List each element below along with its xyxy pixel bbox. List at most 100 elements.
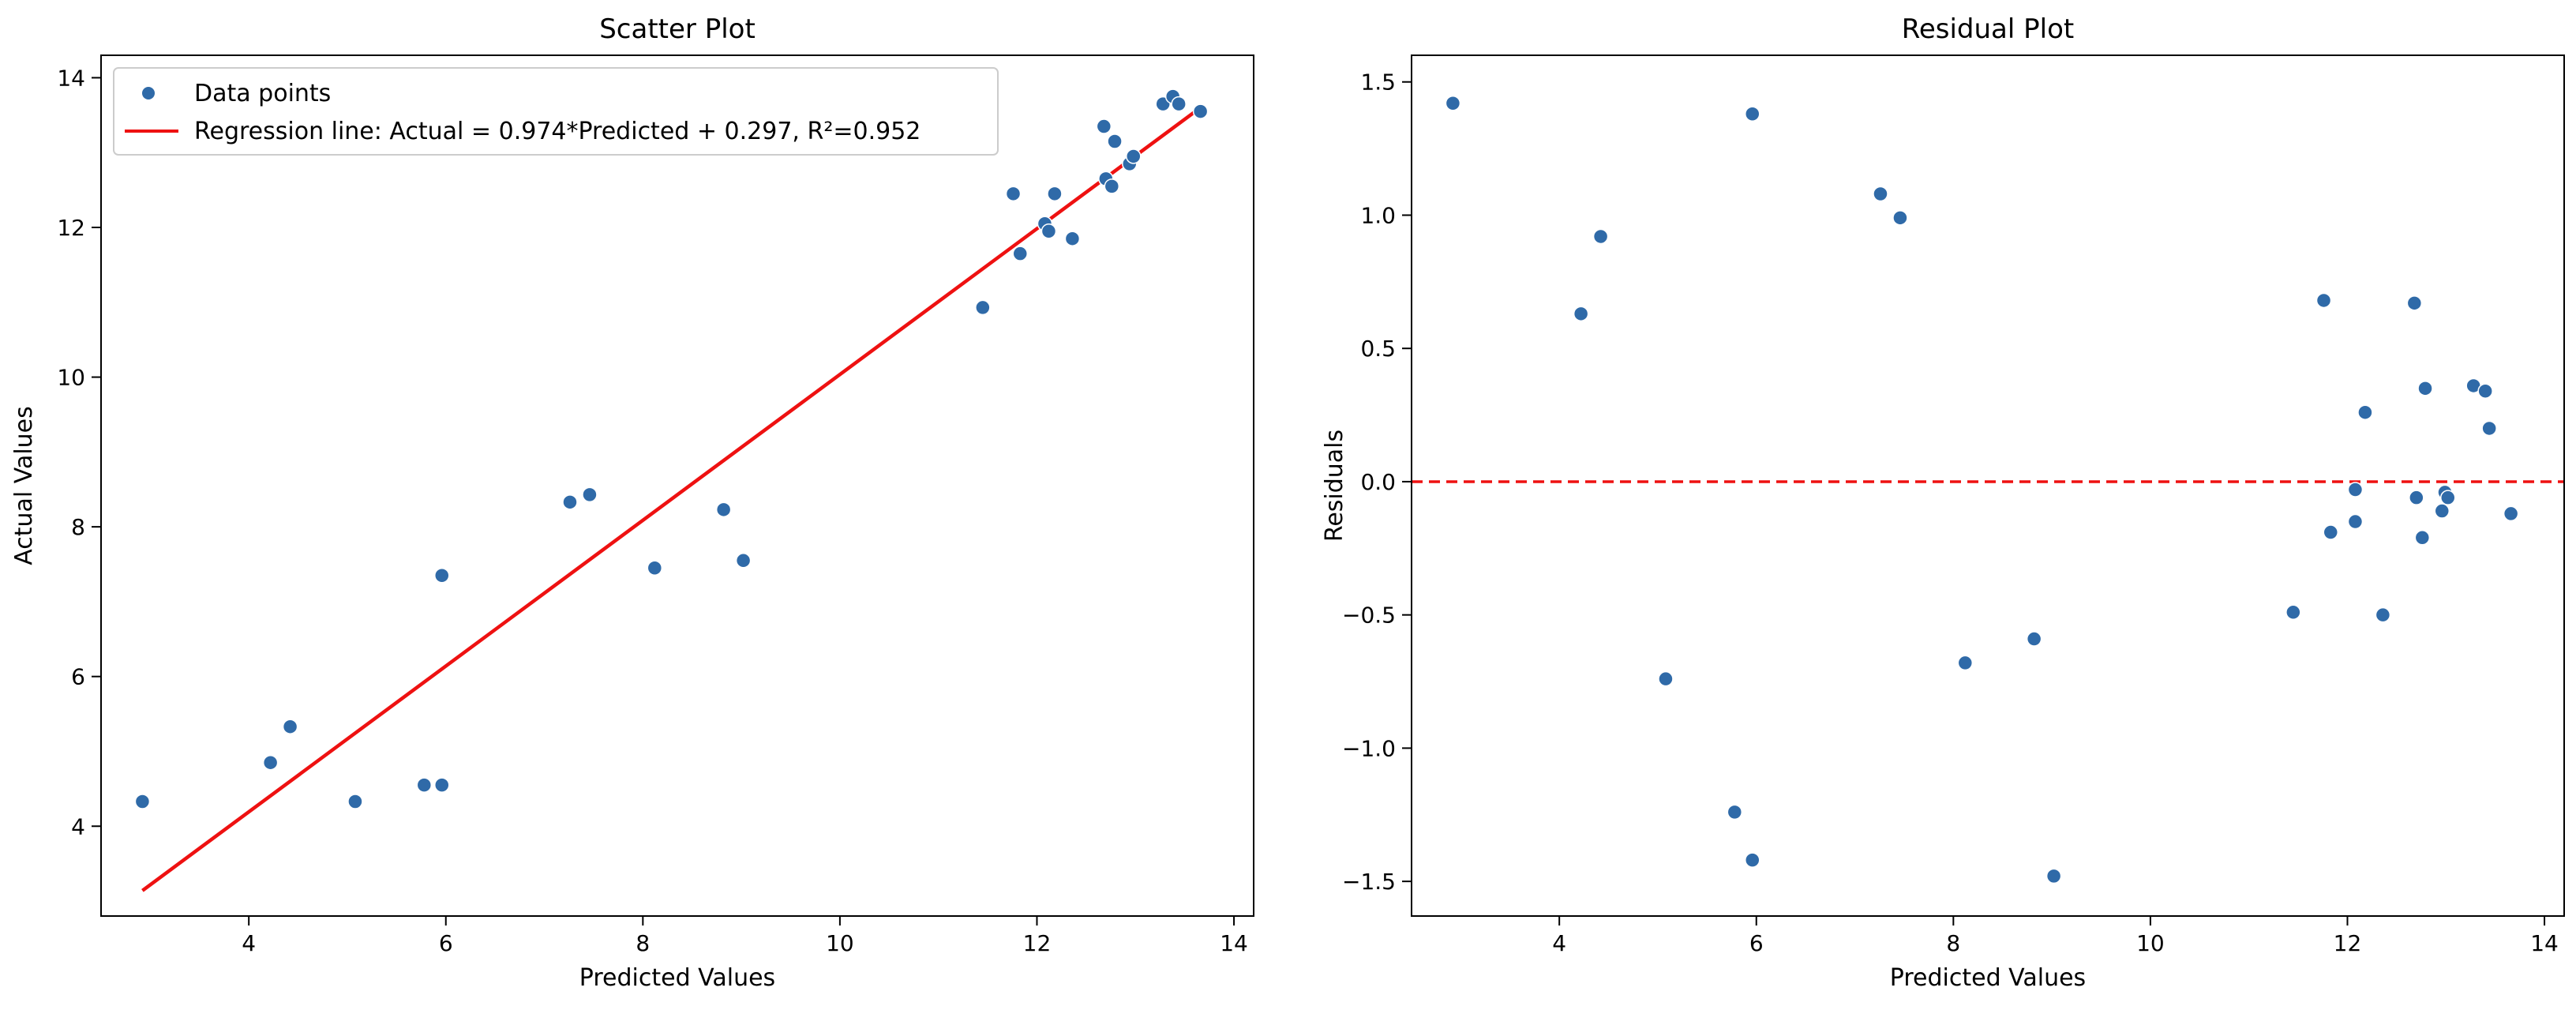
y-tick-label: 10: [57, 365, 85, 391]
data-point: [2357, 404, 2373, 420]
x-tick-label: 10: [826, 930, 854, 956]
y-tick-label: 0.0: [1360, 469, 1396, 495]
y-tick-label: −0.5: [1342, 603, 1396, 629]
y-axis-label: Residuals: [1321, 430, 1348, 542]
data-point: [1957, 655, 1974, 671]
data-point: [1096, 118, 1112, 134]
data-point: [2026, 631, 2042, 647]
y-tick-label: 1.5: [1360, 69, 1396, 96]
y-tick-label: 1.0: [1360, 202, 1396, 228]
chart-title: Scatter Plot: [599, 13, 756, 45]
scatter-plot-panel: Scatter Plot 4 6 8 10 12 14 4 6 8 10 12 14 Predict…: [10, 13, 1254, 992]
data-point: [1171, 96, 1187, 112]
y-tick-label: 14: [57, 65, 85, 91]
data-point: [2414, 530, 2431, 546]
data-point: [1445, 95, 1461, 111]
data-point: [2503, 505, 2519, 522]
x-tick-label: 12: [2334, 930, 2362, 956]
plot-area: [1412, 95, 2564, 884]
x-tick-label: 8: [1946, 930, 1960, 956]
data-point: [1041, 223, 1057, 239]
residual-plot-panel: Residual Plot 4 6 8 10 12 14 −1.5 −1.0 −0.5 0.0 0…: [1321, 13, 2565, 992]
legend: Data points Regression line: Actual = 0.…: [113, 67, 999, 156]
data-point: [735, 553, 752, 569]
data-point: [2315, 292, 2332, 309]
data-point: [2409, 490, 2424, 505]
x-tick-label: 10: [2136, 930, 2165, 956]
x-axis: 4 6 8 10 12 14: [242, 916, 1248, 956]
data-point: [562, 494, 578, 510]
y-tick-label: −1.5: [1342, 869, 1396, 895]
data-point: [1005, 186, 1022, 202]
x-tick-label: 4: [242, 930, 256, 956]
y-tick-label: 4: [71, 813, 85, 839]
data-point: [2347, 513, 2364, 530]
data-point: [2477, 383, 2493, 399]
legend-marker-data-points: [142, 87, 155, 99]
x-tick-label: 4: [1552, 930, 1566, 956]
data-point: [1727, 804, 1743, 820]
data-point: [2375, 606, 2391, 623]
data-point: [582, 486, 598, 503]
data-point: [2347, 482, 2364, 497]
data-point: [1592, 228, 1609, 245]
data-point: [434, 777, 450, 793]
y-tick-label: −1.0: [1342, 735, 1396, 761]
y-axis: 4 6 8 10 12 14: [57, 65, 101, 839]
data-point: [134, 794, 151, 809]
data-point: [262, 754, 279, 771]
data-point: [975, 299, 991, 316]
y-axis: −1.5 −1.0 −0.5 0.0 0.5 1.0 1.5: [1342, 69, 1412, 895]
data-point: [1745, 852, 1760, 868]
axes-frame: [100, 54, 1254, 917]
data-point: [1658, 670, 1674, 687]
y-tick-label: 12: [57, 215, 85, 241]
data-point: [1745, 106, 1760, 122]
data-point: [2406, 295, 2423, 311]
x-tick-label: 14: [2530, 930, 2559, 956]
x-tick-label: 6: [439, 930, 453, 956]
data-point: [347, 794, 363, 809]
data-point: [1104, 178, 1120, 194]
plot-area: [134, 88, 1209, 892]
data-point: [2417, 381, 2433, 396]
regression-line: [141, 106, 1202, 892]
chart-title: Residual Plot: [1902, 13, 2074, 45]
x-tick-label: 8: [636, 930, 650, 956]
data-point: [647, 560, 663, 576]
data-point: [715, 501, 732, 518]
x-tick-label: 6: [1749, 930, 1764, 956]
data-point: [2285, 604, 2301, 621]
data-point: [1126, 148, 1142, 164]
data-point: [1064, 231, 1081, 246]
data-point: [282, 719, 298, 734]
x-axis-label: Predicted Values: [1890, 964, 2086, 992]
x-tick-label: 14: [1220, 930, 1248, 956]
data-point: [1892, 210, 1908, 226]
data-point: [1573, 306, 1589, 322]
x-axis-label: Predicted Values: [579, 964, 775, 992]
legend-box: [113, 67, 999, 156]
x-tick-label: 12: [1023, 930, 1052, 956]
axes-frame: [1411, 54, 2565, 917]
y-axis-label: Actual Values: [10, 406, 38, 565]
y-tick-label: 8: [71, 514, 85, 540]
data-point: [2481, 420, 2497, 437]
data-point: [2434, 503, 2450, 519]
data-point: [2323, 524, 2339, 540]
y-tick-label: 6: [71, 664, 85, 690]
legend-entry-regression-line: Regression line: Actual = 0.974*Predicte…: [194, 118, 921, 145]
data-point: [1047, 186, 1063, 202]
y-tick-label: 0.5: [1360, 336, 1396, 362]
data-point: [1873, 186, 1888, 202]
data-point: [1107, 133, 1123, 149]
legend-entry-data-points: Data points: [194, 80, 331, 107]
data-point: [2440, 490, 2456, 505]
data-point: [2045, 868, 2062, 884]
data-point: [1012, 246, 1029, 261]
data-point: [1192, 103, 1209, 119]
data-point: [434, 567, 450, 584]
x-axis: 4 6 8 10 12 14: [1552, 916, 2559, 956]
